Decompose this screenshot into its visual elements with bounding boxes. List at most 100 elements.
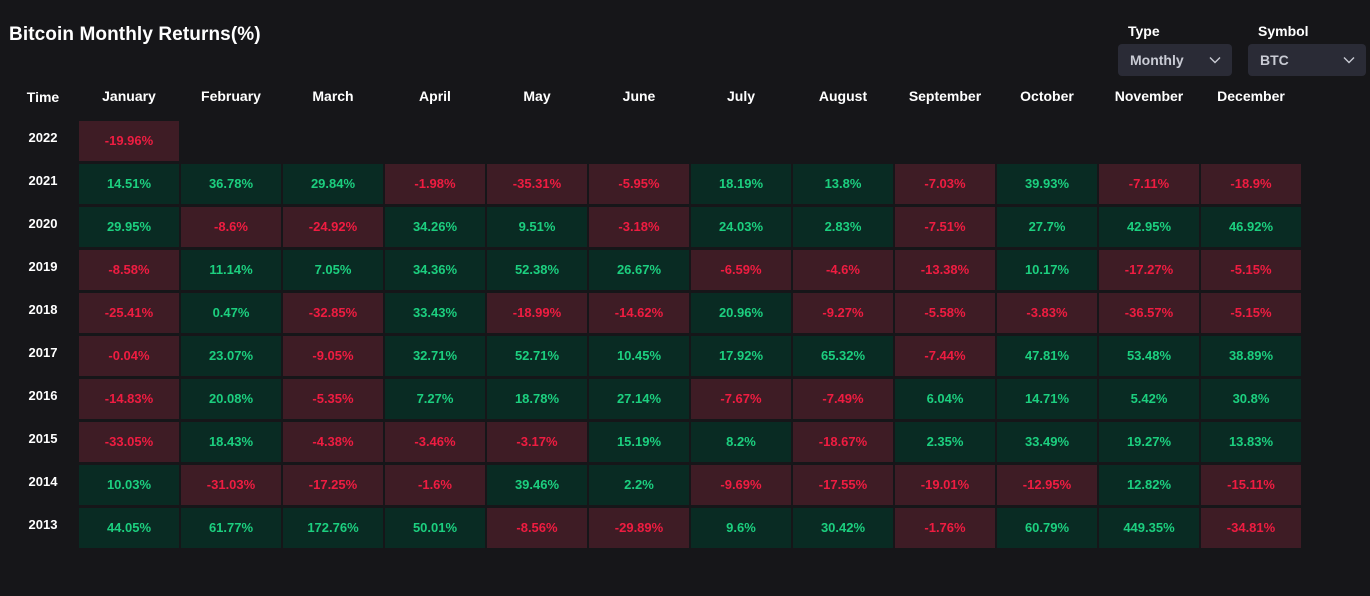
return-cell-2021-october: 39.93% [997, 164, 1097, 204]
type-select[interactable]: Monthly [1118, 44, 1232, 76]
return-cell-2015-july: 8.2% [691, 422, 791, 462]
return-cell-2018-march: -32.85% [283, 293, 383, 333]
month-header-march: March [312, 88, 354, 104]
return-cell-2021-september: -7.03% [895, 164, 995, 204]
return-cell-2014-october: -12.95% [997, 465, 1097, 505]
month-header-october: October [1020, 88, 1074, 104]
return-cell-2021-february: 36.78% [181, 164, 281, 204]
year-label-2020: 2020 [28, 216, 58, 231]
return-cell-2017-september: -7.44% [895, 336, 995, 376]
return-cell-2019-august: -4.6% [793, 250, 893, 290]
time-column-header: Time [26, 89, 60, 105]
return-cell-2021-june: -5.95% [589, 164, 689, 204]
type-control: Type Monthly [1118, 22, 1232, 76]
return-cell-2017-june: 10.45% [589, 336, 689, 376]
return-cell-2013-january: 44.05% [79, 508, 179, 548]
return-cell-2013-july: 9.6% [691, 508, 791, 548]
return-cell-2015-january: -33.05% [79, 422, 179, 462]
return-cell-2016-december: 30.8% [1201, 379, 1301, 419]
return-cell-2021-may: -35.31% [487, 164, 587, 204]
return-cell-2017-march: -9.05% [283, 336, 383, 376]
return-cell-2020-december: 46.92% [1201, 207, 1301, 247]
return-cell-2017-november: 53.48% [1099, 336, 1199, 376]
return-cell-2016-june: 27.14% [589, 379, 689, 419]
return-cell-2018-april: 33.43% [385, 293, 485, 333]
return-cell-2018-january: -25.41% [79, 293, 179, 333]
return-cell-2015-october: 33.49% [997, 422, 1097, 462]
symbol-select[interactable]: BTC [1248, 44, 1366, 76]
return-cell-2018-july: 20.96% [691, 293, 791, 333]
return-cell-2013-august: 30.42% [793, 508, 893, 548]
return-cell-2019-november: -17.27% [1099, 250, 1199, 290]
return-cell-2019-july: -6.59% [691, 250, 791, 290]
return-cell-2020-march: -24.92% [283, 207, 383, 247]
return-cell-2014-may: 39.46% [487, 465, 587, 505]
return-cell-2020-april: 34.26% [385, 207, 485, 247]
return-cell-2016-march: -5.35% [283, 379, 383, 419]
return-cell-2014-november: 12.82% [1099, 465, 1199, 505]
return-cell-2018-december: -5.15% [1201, 293, 1301, 333]
return-cell-2020-september: -7.51% [895, 207, 995, 247]
return-cell-2016-february: 20.08% [181, 379, 281, 419]
return-cell-2015-february: 18.43% [181, 422, 281, 462]
return-cell-2013-october: 60.79% [997, 508, 1097, 548]
return-cell-2015-september: 2.35% [895, 422, 995, 462]
return-cell-2014-march: -17.25% [283, 465, 383, 505]
return-cell-2019-may: 52.38% [487, 250, 587, 290]
year-label-2013: 2013 [28, 517, 58, 532]
return-cell-2017-december: 38.89% [1201, 336, 1301, 376]
return-cell-2014-july: -9.69% [691, 465, 791, 505]
return-cell-2015-august: -18.67% [793, 422, 893, 462]
return-cell-2013-april: 50.01% [385, 508, 485, 548]
return-cell-2015-june: 15.19% [589, 422, 689, 462]
return-cell-2021-november: -7.11% [1099, 164, 1199, 204]
symbol-control: Symbol BTC [1248, 22, 1366, 76]
return-cell-2013-november: 449.35% [1099, 508, 1199, 548]
return-cell-2014-february: -31.03% [181, 465, 281, 505]
chevron-down-icon [1208, 53, 1222, 67]
month-header-january: January [102, 88, 156, 104]
return-cell-2014-january: 10.03% [79, 465, 179, 505]
return-cell-2021-april: -1.98% [385, 164, 485, 204]
return-cell-2017-february: 23.07% [181, 336, 281, 376]
return-cell-2014-april: -1.6% [385, 465, 485, 505]
year-label-2022: 2022 [28, 130, 58, 145]
year-label-2019: 2019 [28, 259, 58, 274]
return-cell-2019-september: -13.38% [895, 250, 995, 290]
return-cell-2018-may: -18.99% [487, 293, 587, 333]
return-cell-2015-december: 13.83% [1201, 422, 1301, 462]
year-label-2021: 2021 [28, 173, 58, 188]
page-title: Bitcoin Monthly Returns(%) [9, 24, 261, 45]
month-header-may: May [523, 88, 551, 104]
return-cell-2013-june: -29.89% [589, 508, 689, 548]
return-cell-2018-november: -36.57% [1099, 293, 1199, 333]
return-cell-2016-july: -7.67% [691, 379, 791, 419]
return-cell-2013-march: 172.76% [283, 508, 383, 548]
year-label-2017: 2017 [28, 345, 58, 360]
month-header-june: June [622, 88, 656, 104]
return-cell-2017-july: 17.92% [691, 336, 791, 376]
symbol-label: Symbol [1258, 23, 1309, 39]
return-cell-2021-july: 18.19% [691, 164, 791, 204]
return-cell-2021-december: -18.9% [1201, 164, 1301, 204]
month-header-july: July [726, 88, 755, 104]
return-cell-2014-june: 2.2% [589, 465, 689, 505]
return-cell-2015-november: 19.27% [1099, 422, 1199, 462]
return-cell-2019-january: -8.58% [79, 250, 179, 290]
return-cell-2017-october: 47.81% [997, 336, 1097, 376]
return-cell-2016-october: 14.71% [997, 379, 1097, 419]
return-cell-2013-september: -1.76% [895, 508, 995, 548]
year-label-2018: 2018 [28, 302, 58, 317]
month-header-april: April [419, 88, 451, 104]
return-cell-2018-september: -5.58% [895, 293, 995, 333]
return-cell-2020-july: 24.03% [691, 207, 791, 247]
return-cell-2019-february: 11.14% [181, 250, 281, 290]
return-cell-2016-april: 7.27% [385, 379, 485, 419]
symbol-select-value: BTC [1260, 52, 1289, 68]
month-header-december: December [1217, 88, 1285, 104]
return-cell-2015-april: -3.46% [385, 422, 485, 462]
return-cell-2020-october: 27.7% [997, 207, 1097, 247]
return-cell-2019-june: 26.67% [589, 250, 689, 290]
return-cell-2017-may: 52.71% [487, 336, 587, 376]
return-cell-2020-june: -3.18% [589, 207, 689, 247]
